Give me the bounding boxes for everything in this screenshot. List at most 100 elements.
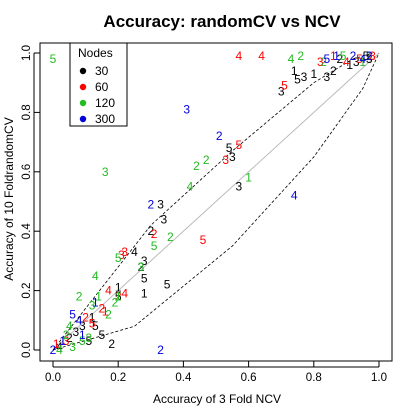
- data-point-series-30: 5: [86, 334, 93, 348]
- data-point-series-60: 2: [82, 310, 89, 324]
- data-point-series-60: 1: [53, 337, 60, 351]
- data-point-series-30: 3: [301, 70, 308, 84]
- legend-label-30: 30: [95, 64, 109, 78]
- data-point-series-120: 2: [193, 159, 200, 173]
- data-point-series-60: 3: [222, 153, 229, 167]
- data-point-series-120: 2: [112, 295, 119, 309]
- data-point-series-120: 1: [245, 171, 252, 185]
- legend-box: [69, 42, 128, 127]
- data-point-series-30: 1: [141, 287, 148, 301]
- data-point-series-30: 3: [278, 85, 285, 99]
- data-point-series-120: 2: [203, 153, 210, 167]
- data-point-series-60: 3: [369, 49, 376, 63]
- data-point-series-30: 3: [353, 55, 360, 69]
- data-point-series-300: 2: [157, 343, 164, 357]
- x-tick-label: 0.8: [306, 372, 322, 384]
- data-point-series-30: 3: [229, 150, 236, 164]
- data-point-series-30: 2: [147, 224, 154, 238]
- data-point-series-120: 4: [66, 319, 73, 333]
- plot-frame: [39, 42, 393, 362]
- data-point-series-120: 2: [76, 290, 83, 304]
- data-point-series-60: 3: [63, 334, 70, 348]
- data-point-series-300: 1: [333, 49, 340, 63]
- data-point-series-30: 3: [72, 325, 79, 339]
- legend-marker-30: [79, 67, 87, 75]
- data-point-series-300: 2: [216, 129, 223, 143]
- data-point-series-120: 5: [115, 251, 122, 265]
- y-tick-label: 0.4: [21, 223, 33, 240]
- data-point-series-300: 5: [69, 307, 76, 321]
- data-point-series-120: 3: [102, 165, 109, 179]
- data-point-series-30: 5: [99, 328, 106, 342]
- legend-marker-120: [79, 99, 87, 107]
- data-point-series-120: 5: [340, 49, 347, 63]
- data-point-series-300: 5: [323, 52, 330, 66]
- data-point-series-30: 5: [164, 278, 171, 292]
- data-point-series-300: 1: [92, 295, 99, 309]
- data-point-series-120: 4: [56, 343, 63, 357]
- data-point-series-30: 3: [79, 319, 86, 333]
- data-point-series-60: 3: [317, 55, 324, 69]
- data-point-series-120: 4: [92, 269, 99, 283]
- x-axis: 0.0 0.2 0.4 0.6 0.8 1.0: [45, 361, 387, 384]
- data-point-series-30: 3: [157, 197, 164, 211]
- data-point-series-30: 4: [56, 340, 63, 354]
- data-point-series-30: 2: [337, 52, 344, 66]
- data-point-series-30: 5: [363, 49, 370, 63]
- data-point-series-60: 2: [99, 301, 106, 315]
- legend: Nodes 30 60 120 300: [69, 42, 128, 127]
- data-point-series-60: 5: [235, 138, 242, 152]
- data-point-series-30: 3: [366, 52, 373, 66]
- data-point-series-60: 4: [258, 49, 265, 63]
- data-point-series-60: 1: [330, 49, 337, 63]
- data-point-series-300: 1: [79, 328, 86, 342]
- data-point-series-60: 4: [121, 287, 128, 301]
- data-point-series-30: 3: [235, 180, 242, 194]
- data-point-series-60: 2: [151, 227, 158, 241]
- data-point-series-120: 2: [167, 230, 174, 244]
- data-point-series-30: 1: [115, 281, 122, 295]
- data-point-series-120: 2: [105, 307, 112, 321]
- x-tick-label: 1.0: [371, 372, 387, 384]
- y-axis: 0.0 0.2 0.4 0.6 0.8 1.0: [21, 45, 40, 358]
- data-point-series-30: 1: [89, 310, 96, 324]
- data-point-series-120: 1: [95, 290, 102, 304]
- legend-marker-60: [79, 83, 87, 91]
- data-point-series-30: 2: [66, 331, 73, 345]
- legend-marker-300: [79, 115, 87, 123]
- data-point-series-30: 3: [323, 70, 330, 84]
- data-point-series-30: 5: [92, 319, 99, 333]
- data-point-series-120: 2: [297, 49, 304, 63]
- y-tick-label: 0.6: [21, 164, 33, 180]
- data-point-series-120: 3: [69, 340, 76, 354]
- x-tick-label: 0.0: [45, 372, 61, 384]
- data-point-series-120: 4: [288, 52, 295, 66]
- data-point-series-60: 4: [105, 284, 112, 298]
- y-tick-label: 0.8: [21, 104, 33, 120]
- data-point-series-120: 1: [115, 290, 122, 304]
- data-point-series-30: 5: [141, 272, 148, 286]
- legend-label-120: 120: [95, 96, 115, 110]
- data-point-series-30: 1: [346, 58, 353, 72]
- data-point-series-120: 1: [359, 55, 366, 69]
- y-tick-label: 1.0: [21, 45, 33, 61]
- data-point-series-30: 2: [108, 337, 115, 351]
- y-tick-label: 0.0: [21, 342, 33, 358]
- data-point-series-30: 3: [141, 254, 148, 268]
- data-point-series-30: 1: [310, 67, 317, 81]
- data-point-series-300: 4: [291, 189, 298, 203]
- lower-bound-dashed-line: [52, 52, 380, 351]
- y-axis-label: Accuracy of 10 FoldrandomCV: [2, 117, 16, 280]
- data-point-series-300: 2: [366, 49, 373, 63]
- data-point-series-120: 2: [63, 328, 70, 342]
- data-point-series-120: 5: [79, 334, 86, 348]
- reference-diagonal-line: [52, 52, 380, 351]
- legend-entries: 30 60 120 300: [79, 64, 115, 126]
- data-point-series-60: 3: [121, 245, 128, 259]
- data-point-series-60: 5: [89, 316, 96, 330]
- upper-bound-dashed-line: [52, 52, 373, 351]
- data-point-series-120: 5: [50, 52, 57, 66]
- data-point-series-120: 5: [151, 239, 158, 253]
